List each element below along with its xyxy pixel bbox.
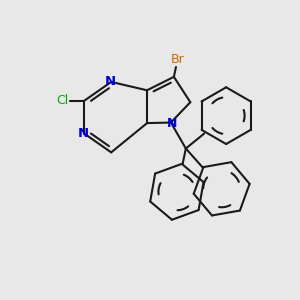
Text: N: N: [77, 127, 89, 140]
Text: N: N: [167, 117, 177, 130]
Text: Cl: Cl: [57, 94, 69, 107]
Text: N: N: [104, 75, 116, 88]
Text: Br: Br: [171, 53, 184, 66]
